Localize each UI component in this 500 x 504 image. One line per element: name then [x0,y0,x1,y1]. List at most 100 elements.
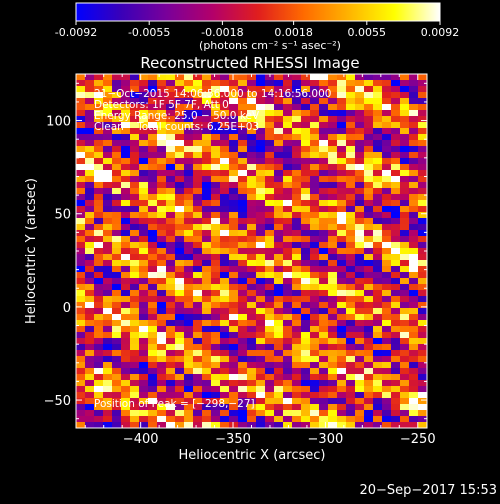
heatmap-cell [373,188,382,194]
heatmap-cell [202,422,211,428]
heatmap-cell [220,170,229,176]
heatmap-cell [166,416,175,422]
heatmap-cell [76,392,85,398]
heatmap-cell [382,170,391,176]
heatmap-cell [238,314,247,320]
heatmap-cell [382,236,391,242]
heatmap-cell [355,380,364,386]
heatmap-cell [346,248,355,254]
heatmap-cell [229,344,238,350]
heatmap-cell [229,356,238,362]
heatmap-cell [148,92,157,98]
heatmap-cell [184,350,193,356]
heatmap-cell [157,260,166,266]
heatmap-cell [409,182,418,188]
heatmap-cell [139,74,148,80]
heatmap-cell [103,392,112,398]
heatmap-cell [175,182,184,188]
heatmap-cell [94,266,103,272]
heatmap-cell [355,302,364,308]
heatmap-cell [346,230,355,236]
heatmap-cell [211,188,220,194]
heatmap-cell [94,380,103,386]
heatmap-cell [139,386,148,392]
heatmap-cell [274,188,283,194]
heatmap-cell [76,212,85,218]
heatmap-cell [148,230,157,236]
heatmap-cell [157,350,166,356]
heatmap-cell [166,398,175,404]
heatmap-cell [103,296,112,302]
heatmap-cell [364,140,373,146]
heatmap-cell [310,92,319,98]
heatmap-cell [166,368,175,374]
heatmap-cell [121,224,130,230]
heatmap-cell [139,110,148,116]
heatmap-cell [130,122,139,128]
heatmap-cell [157,236,166,242]
heatmap-cell [211,224,220,230]
heatmap-cell [355,416,364,422]
heatmap-cell [391,98,400,104]
heatmap-cell [256,104,265,110]
heatmap-cell [373,320,382,326]
heatmap-cell [418,398,427,404]
heatmap-cell [148,146,157,152]
heatmap-cell [355,164,364,170]
heatmap-cell [337,152,346,158]
heatmap-cell [211,380,220,386]
heatmap-cell [274,170,283,176]
heatmap-cell [121,248,130,254]
heatmap-cell [292,140,301,146]
heatmap-cell [157,170,166,176]
heatmap-cell [265,362,274,368]
heatmap-cell [319,392,328,398]
heatmap-cell [112,188,121,194]
heatmap-cell [283,284,292,290]
heatmap-cell [139,212,148,218]
heatmap-cell [256,374,265,380]
heatmap-cell [166,362,175,368]
heatmap-cell [373,392,382,398]
heatmap-cell [85,266,94,272]
heatmap-cell [310,242,319,248]
heatmap-cell [283,164,292,170]
heatmap-cell [238,116,247,122]
heatmap-cell [166,182,175,188]
heatmap-cell [418,290,427,296]
heatmap-cell [202,152,211,158]
heatmap-cell [139,218,148,224]
heatmap-cell [211,206,220,212]
heatmap-cell [364,242,373,248]
heatmap-cell [418,284,427,290]
heatmap-cell [220,362,229,368]
heatmap-cell [103,104,112,110]
heatmap-cell [238,362,247,368]
heatmap-cell [148,212,157,218]
heatmap-cell [310,410,319,416]
heatmap-cell [94,314,103,320]
heatmap-cell [247,326,256,332]
heatmap-cell [85,386,94,392]
heatmap-cell [202,92,211,98]
heatmap-cell [112,236,121,242]
heatmap-cell [139,86,148,92]
heatmap-cell [184,344,193,350]
heatmap-cell [112,152,121,158]
heatmap-cell [382,122,391,128]
heatmap-cell [184,236,193,242]
heatmap-cell [148,314,157,320]
heatmap-cell [355,134,364,140]
heatmap-cell [193,404,202,410]
heatmap-cell [319,266,328,272]
heatmap-cell [94,410,103,416]
heatmap-cell [157,386,166,392]
heatmap-cell [382,224,391,230]
heatmap-cell [220,104,229,110]
heatmap-cell [400,122,409,128]
annotation-detectors: Detectors: 1F 5F 7F, Att 0 [94,99,229,111]
heatmap-cell [382,164,391,170]
heatmap-cell [166,212,175,218]
heatmap-cell [103,278,112,284]
heatmap-cell [292,254,301,260]
